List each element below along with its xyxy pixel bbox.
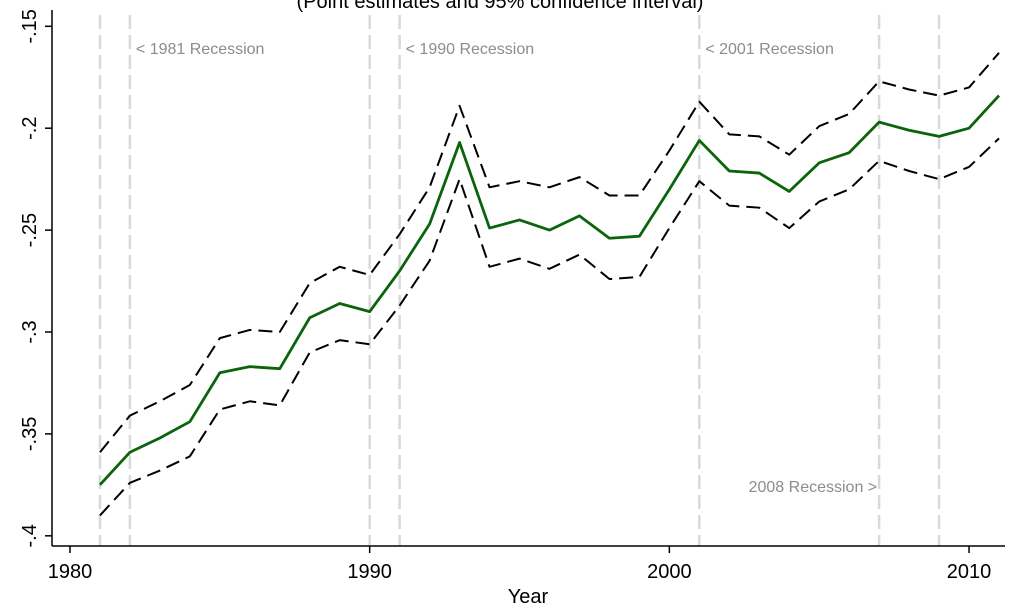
- y-tick-label: -.4: [19, 524, 41, 547]
- x-axis-label: Year: [508, 586, 549, 608]
- y-tick-label: -.25: [19, 213, 41, 247]
- annotation: < 2001 Recession: [705, 41, 834, 58]
- annotation: < 1981 Recession: [136, 41, 265, 58]
- y-tick-label: -.15: [19, 9, 41, 43]
- ci-line: [99, 52, 1000, 453]
- y-tick-label: -.3: [19, 320, 41, 343]
- x-tick-label: 1990: [347, 561, 392, 583]
- annotation: 2008 Recession >: [749, 479, 878, 496]
- y-tick-label: -.35: [19, 417, 41, 451]
- chart-subtitle: (Point estimates and 95% confidence inte…: [297, 0, 704, 13]
- estimate-line: [98, 94, 1001, 486]
- x-tick-label: 1980: [48, 561, 93, 583]
- y-tick-label: -.2: [19, 117, 41, 140]
- x-tick-label: 2010: [947, 561, 992, 583]
- x-tick-label: 2000: [647, 561, 692, 583]
- annotation: < 1990 Recession: [406, 41, 535, 58]
- ci-line: [99, 137, 1000, 517]
